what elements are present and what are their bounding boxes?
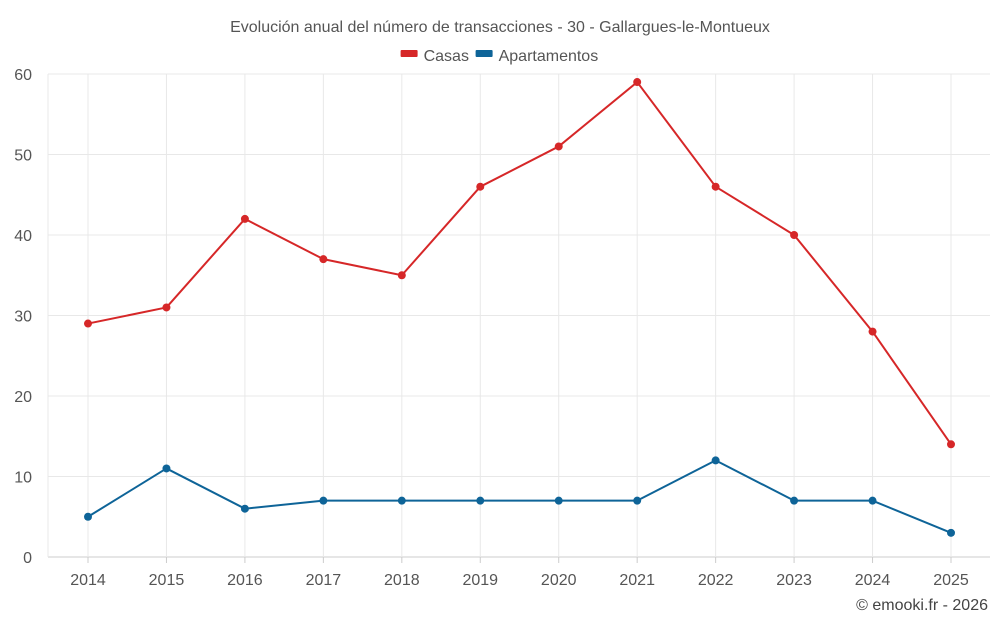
x-tick-label: 2018 xyxy=(384,572,420,589)
chart-title: Evolución anual del número de transaccio… xyxy=(230,19,770,36)
data-point[interactable] xyxy=(633,78,642,87)
data-point[interactable] xyxy=(711,182,720,191)
x-tick-label: 2022 xyxy=(698,572,734,589)
data-point[interactable] xyxy=(947,440,955,449)
data-point[interactable] xyxy=(868,327,877,336)
legend-swatch xyxy=(400,50,418,57)
x-tick-label: 2025 xyxy=(933,572,969,589)
data-point[interactable] xyxy=(319,496,328,505)
x-tick-label: 2021 xyxy=(619,572,655,589)
data-point[interactable] xyxy=(162,303,171,312)
y-tick-label: 20 xyxy=(14,389,32,406)
data-point[interactable] xyxy=(554,496,563,505)
data-point[interactable] xyxy=(84,319,92,328)
x-axis: 2014 2015 2016 2017 2018 2019 2020 2021 2022 2023… xyxy=(70,557,969,589)
x-tick-label: 2016 xyxy=(227,572,263,589)
data-point[interactable] xyxy=(397,496,406,505)
legend-swatch xyxy=(475,50,493,57)
data-point[interactable] xyxy=(947,528,955,537)
x-tick-label: 2019 xyxy=(462,572,498,589)
data-point[interactable] xyxy=(554,142,563,151)
data-point[interactable] xyxy=(868,496,877,505)
data-point[interactable] xyxy=(476,182,485,191)
series-layer xyxy=(84,78,955,537)
y-tick-label: 30 xyxy=(14,309,32,326)
data-point[interactable] xyxy=(240,504,249,513)
x-tick-label: 2020 xyxy=(541,572,577,589)
y-tick-label: 60 xyxy=(14,67,32,84)
data-point[interactable] xyxy=(633,496,642,505)
y-axis: 0 10 20 30 40 50 60 xyxy=(14,67,32,567)
x-tick-label: 2023 xyxy=(776,572,812,589)
legend-label: Casas xyxy=(424,48,469,65)
x-tick-label: 2015 xyxy=(149,572,185,589)
y-tick-label: 0 xyxy=(23,550,32,567)
data-point[interactable] xyxy=(84,512,92,521)
legend: Casas Apartamentos xyxy=(400,48,599,65)
data-point[interactable] xyxy=(711,456,720,465)
credit: © emooki.fr - 2026 xyxy=(856,597,988,614)
series-line xyxy=(87,459,952,534)
y-tick-label: 50 xyxy=(14,148,32,165)
data-point[interactable] xyxy=(790,231,799,239)
y-tick-label: 10 xyxy=(14,470,32,487)
data-point[interactable] xyxy=(790,496,799,505)
data-point[interactable] xyxy=(397,271,406,280)
series-apartamentos xyxy=(84,456,955,537)
legend-item-apartamentos[interactable]: Apartamentos xyxy=(475,48,599,65)
data-point[interactable] xyxy=(240,214,249,223)
legend-label: Apartamentos xyxy=(499,48,599,65)
data-point[interactable] xyxy=(162,464,171,473)
grid xyxy=(47,73,990,558)
data-point[interactable] xyxy=(319,255,328,264)
y-tick-label: 40 xyxy=(14,228,32,245)
x-tick-label: 2017 xyxy=(306,572,342,589)
x-tick-label: 2014 xyxy=(70,572,106,589)
series-line xyxy=(87,81,952,445)
x-tick-label: 2024 xyxy=(855,572,891,589)
legend-item-casas[interactable]: Casas xyxy=(400,48,469,65)
data-point[interactable] xyxy=(476,496,485,505)
series-casas xyxy=(84,78,955,449)
